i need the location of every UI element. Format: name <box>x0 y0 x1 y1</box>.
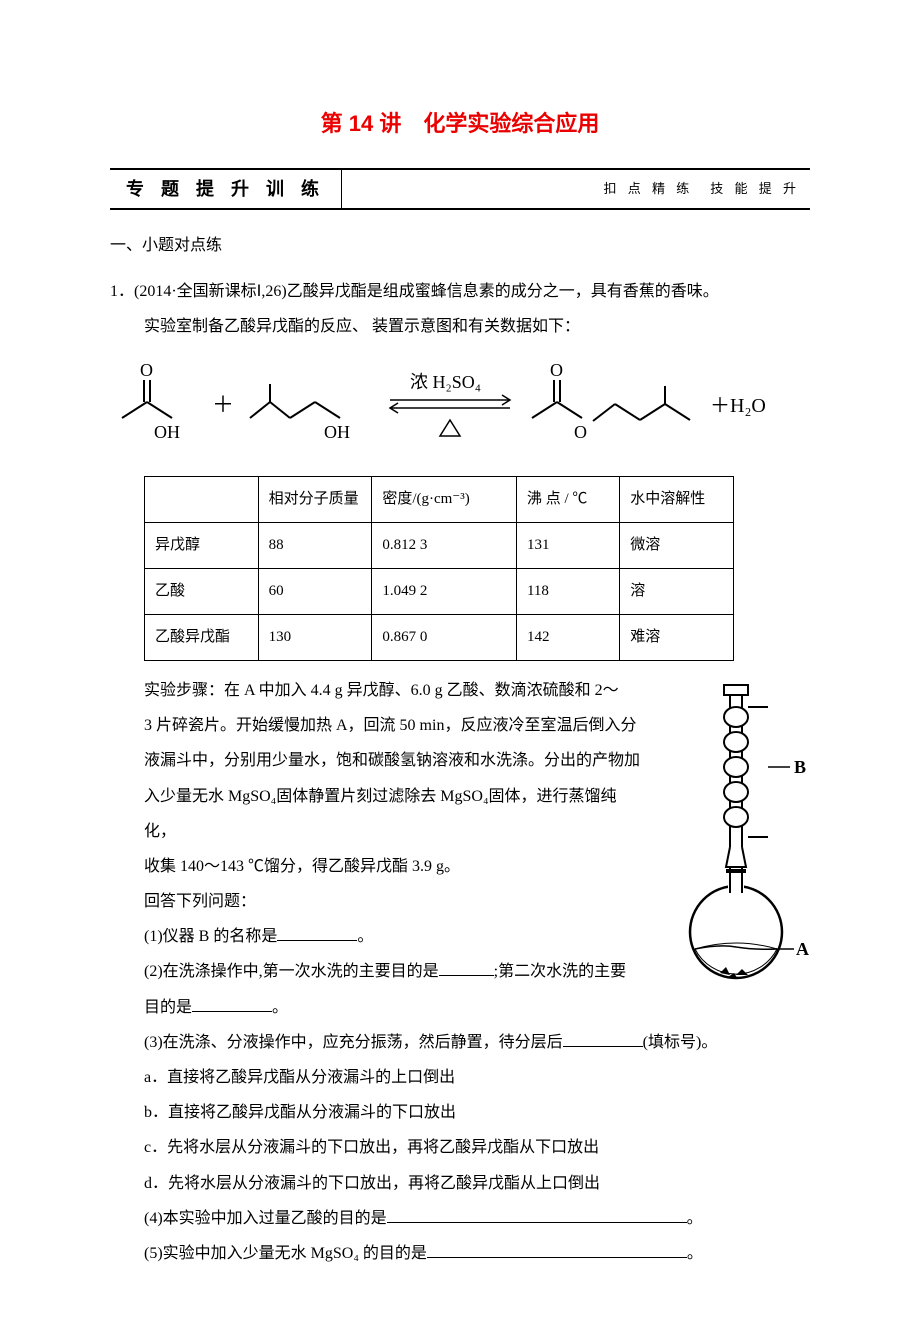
o-label: O <box>140 360 153 380</box>
oh-label-2: OH <box>324 422 350 442</box>
plus-1: ＋ <box>212 392 234 417</box>
th-3: 沸 点 / ℃ <box>516 476 619 522</box>
th-2: 密度/(g·cm⁻³) <box>372 476 517 522</box>
cell: 88 <box>258 522 372 568</box>
steps-block: B A 实验步骤：在 A 中加入 4.4 g 异戊醇、6.0 g 乙酸、数滴浓硫… <box>144 673 810 1025</box>
table-header-row: 相对分子质量 密度/(g·cm⁻³) 沸 点 / ℃ 水中溶解性 <box>145 476 734 522</box>
cell: 微溶 <box>620 522 734 568</box>
cell: 溶 <box>620 568 734 614</box>
q1-line1: 1．(2014·全国新课标Ⅰ,26)乙酸异戊酯是组成蜜蜂信息素的成分之一，具有香… <box>110 274 810 309</box>
sub2-text-b: ;第二次水洗的主要 <box>494 963 626 980</box>
page: 第 14 讲 化学实验综合应用 专 题 提 升 训 练 扣 点 精 练 技 能 … <box>0 0 920 1331</box>
sub1-text-b: 。 <box>357 928 373 945</box>
cell: 异戊醇 <box>145 522 259 568</box>
cell: 131 <box>516 522 619 568</box>
banner-left-label: 专 题 提 升 训 练 <box>110 170 342 208</box>
sub2-text-a: (2)在洗涤操作中,第一次水洗的主要目的是 <box>144 963 439 980</box>
option-b: b．直接将乙酸异戊酯从分液漏斗的下口放出 <box>144 1095 810 1130</box>
apparatus-figure: B A <box>650 677 810 1000</box>
sub4-text-b: 。 <box>687 1210 703 1227</box>
page-title: 第 14 讲 化学实验综合应用 <box>110 100 810 148</box>
cell: 118 <box>516 568 619 614</box>
cell: 0.812 3 <box>372 522 517 568</box>
plus-water: ＋H₂O <box>710 395 766 417</box>
reaction-svg: O OH ＋ OH 浓 H₂SO₄ O <box>110 358 810 448</box>
sub2-text-d: 。 <box>272 999 288 1016</box>
sub-q4: (4)本实验中加入过量乙酸的目的是 。 <box>144 1201 810 1236</box>
label-a: A <box>796 939 809 959</box>
blank <box>439 959 494 976</box>
banner-bar: 专 题 提 升 训 练 扣 点 精 练 技 能 提 升 <box>110 168 810 210</box>
blank <box>277 924 357 941</box>
sub2-text-c: 目的是 <box>144 999 192 1016</box>
data-table: 相对分子质量 密度/(g·cm⁻³) 沸 点 / ℃ 水中溶解性 异戊醇 88 … <box>144 476 734 661</box>
sub3-text-a: (3)在洗涤、分液操作中，应充分振荡，然后静置，待分层后 <box>144 1034 563 1051</box>
option-d: d．先将水层从分液漏斗的下口放出，再将乙酸异戊酯从上口倒出 <box>144 1166 810 1201</box>
th-4: 水中溶解性 <box>620 476 734 522</box>
oh-label-1: OH <box>154 422 180 442</box>
reaction-scheme: O OH ＋ OH 浓 H₂SO₄ O <box>110 358 810 464</box>
sub4-text-a: (4)本实验中加入过量乙酸的目的是 <box>144 1210 387 1227</box>
o-label-2: O <box>550 360 563 380</box>
cell: 0.867 0 <box>372 614 517 660</box>
cell: 60 <box>258 568 372 614</box>
cell: 乙酸 <box>145 568 259 614</box>
label-b: B <box>794 757 806 777</box>
table-row: 乙酸异戊酯 130 0.867 0 142 难溶 <box>145 614 734 660</box>
sub5-text-a: (5)实验中加入少量无水 MgSO₄ 的目的是 <box>144 1245 427 1262</box>
cell: 130 <box>258 614 372 660</box>
banner-right-label: 扣 点 精 练 技 能 提 升 <box>342 170 810 208</box>
cell: 难溶 <box>620 614 734 660</box>
blank <box>427 1241 687 1258</box>
section-1-heading: 一、小题对点练 <box>110 228 810 263</box>
blank <box>387 1206 687 1223</box>
sub-q5: (5)实验中加入少量无水 MgSO₄ 的目的是 。 <box>144 1236 810 1271</box>
sub3-text-b: (填标号)。 <box>643 1034 718 1051</box>
blank <box>192 995 272 1012</box>
cell: 1.049 2 <box>372 568 517 614</box>
catalyst-label: 浓 H₂SO₄ <box>410 372 481 392</box>
table-row: 异戊醇 88 0.812 3 131 微溶 <box>145 522 734 568</box>
option-c: c．先将水层从分液漏斗的下口放出，再将乙酸异戊酯从下口放出 <box>144 1130 810 1165</box>
table-row: 乙酸 60 1.049 2 118 溶 <box>145 568 734 614</box>
th-1: 相对分子质量 <box>258 476 372 522</box>
sub-q3: (3)在洗涤、分液操作中，应充分振荡，然后静置，待分层后 (填标号)。 <box>144 1025 810 1060</box>
blank <box>563 1030 643 1047</box>
q1-line2: 实验室制备乙酸异戊酯的反应、 装置示意图和有关数据如下： <box>144 309 810 344</box>
option-a: a．直接将乙酸异戊酯从分液漏斗的上口倒出 <box>144 1060 810 1095</box>
th-0 <box>145 476 259 522</box>
sub1-text-a: (1)仪器 B 的名称是 <box>144 928 277 945</box>
o-label-3: O <box>574 422 587 442</box>
cell: 142 <box>516 614 619 660</box>
cell: 乙酸异戊酯 <box>145 614 259 660</box>
sub5-text-b: 。 <box>687 1245 703 1262</box>
